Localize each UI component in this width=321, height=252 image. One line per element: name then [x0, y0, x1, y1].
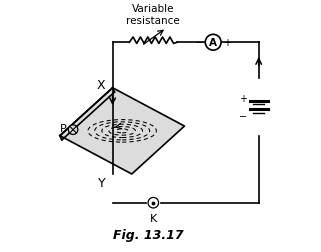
Polygon shape [60, 88, 185, 174]
Polygon shape [60, 88, 115, 140]
Circle shape [205, 35, 221, 51]
Text: Variable
resistance: Variable resistance [126, 4, 180, 26]
Text: −: − [195, 38, 204, 48]
Circle shape [148, 198, 159, 208]
Text: Fig. 13.17: Fig. 13.17 [113, 228, 184, 241]
Text: Y: Y [98, 177, 105, 190]
Text: P: P [60, 124, 67, 134]
Circle shape [68, 125, 78, 135]
Text: +: + [223, 38, 231, 48]
Text: K: K [150, 213, 157, 223]
Text: −: − [239, 111, 247, 121]
Text: X: X [97, 78, 105, 91]
Text: +: + [239, 93, 247, 104]
Text: A: A [209, 38, 217, 48]
